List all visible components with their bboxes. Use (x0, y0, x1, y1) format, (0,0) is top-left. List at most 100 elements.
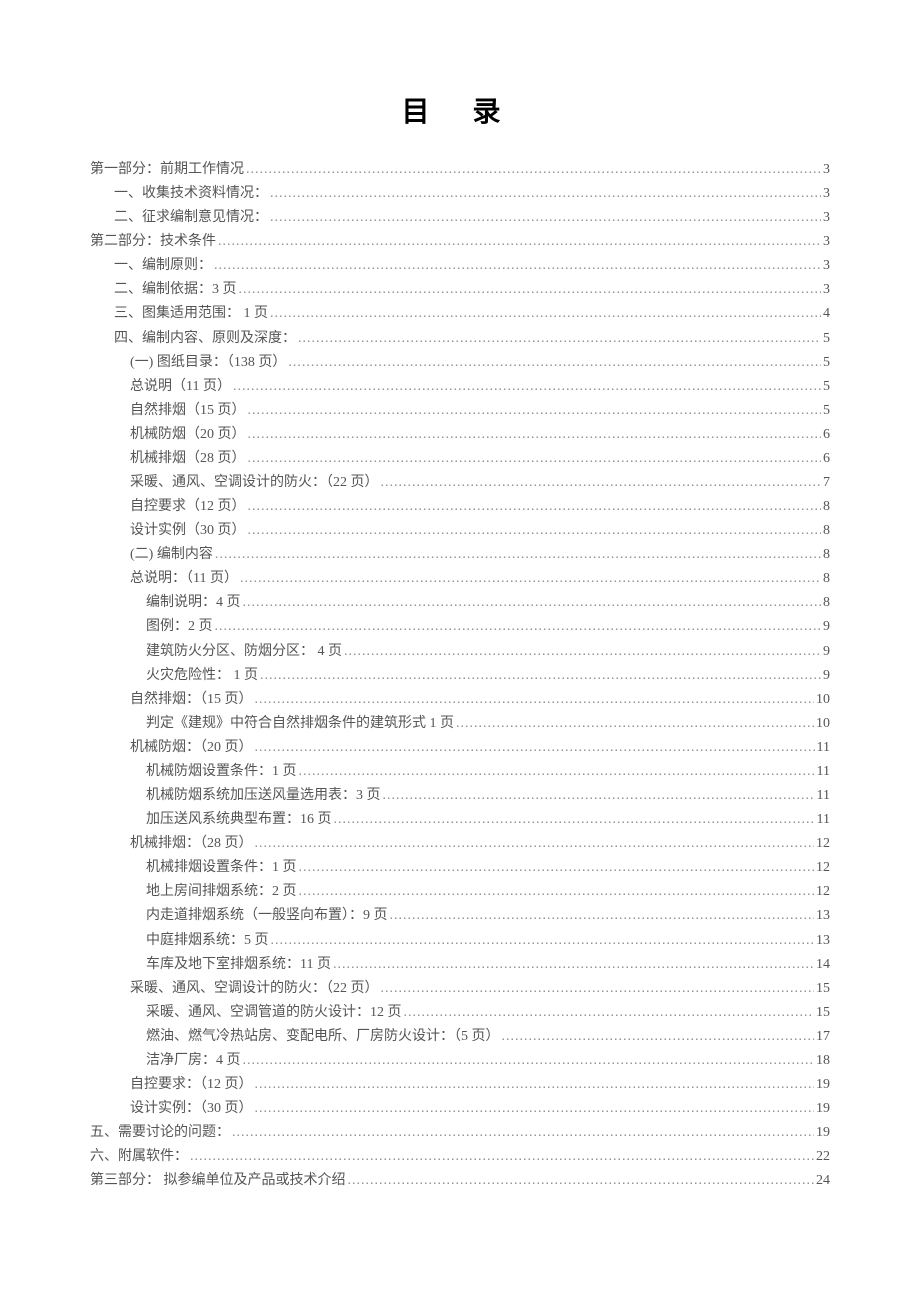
toc-entry-label: 机械排烟：（28 页） (130, 832, 253, 856)
toc-entry-label: 三、图集适用范围： 1 页 (114, 302, 268, 326)
toc-entry-page: 19 (816, 1121, 830, 1145)
toc-entry: 机械排烟：（28 页） 12 (90, 832, 830, 856)
toc-entry: 第一部分：前期工作情况3 (90, 158, 830, 182)
toc-dot-leader (214, 254, 821, 278)
toc-entry-label: 自控要求（12 页） (130, 495, 246, 519)
toc-entry-page: 24 (816, 1169, 830, 1193)
toc-entry-label: 机械排烟设置条件：1 页 (146, 856, 297, 880)
toc-dot-leader (288, 351, 821, 375)
toc-entry-page: 19 (816, 1097, 830, 1121)
toc-entry: 三、图集适用范围： 1 页 4 (90, 302, 830, 326)
toc-entry-label: 燃油、燃气冷热站房、变配电所、厂房防火设计：（5 页） (146, 1025, 500, 1049)
toc-entry: 第二部分：技术条件3 (90, 230, 830, 254)
toc-entry-label: 机械防烟（20 页） (130, 423, 246, 447)
toc-entry-page: 14 (816, 953, 830, 977)
toc-entry-page: 12 (816, 832, 830, 856)
toc-entry-page: 10 (816, 712, 830, 736)
toc-entry-page: 4 (823, 302, 830, 326)
toc-dot-leader (299, 760, 815, 784)
toc-entry: (一) 图纸目录：（138 页）5 (90, 351, 830, 375)
toc-entry-label: 建筑防火分区、防烟分区： 4 页 (146, 640, 342, 664)
toc-dot-leader (232, 1121, 814, 1145)
toc-entry: 二、编制依据：3 页3 (90, 278, 830, 302)
toc-entry-page: 3 (823, 254, 830, 278)
toc-dot-leader (255, 688, 815, 712)
toc-dot-leader (390, 904, 815, 928)
toc-dot-leader (215, 543, 821, 567)
toc-entry: 洁净厂房：4 页18 (90, 1049, 830, 1073)
toc-dot-leader (243, 591, 822, 615)
toc-entry-page: 11 (817, 808, 830, 832)
toc-entry-page: 19 (816, 1073, 830, 1097)
toc-entry-label: 设计实例：（30 页） (130, 1097, 253, 1121)
toc-dot-leader (248, 519, 822, 543)
toc-entry-label: 判定《建规》中符合自然排烟条件的建筑形式 1 页 (146, 712, 454, 736)
toc-entry-label: 六、附属软件： (90, 1145, 188, 1169)
toc-entry: 编制说明：4 页8 (90, 591, 830, 615)
toc-entry-label: 总说明：（11 页） (130, 567, 238, 591)
toc-entry-label: 一、收集技术资料情况： (114, 182, 268, 206)
toc-entry-label: 机械防烟设置条件：1 页 (146, 760, 297, 784)
toc-entry: 总说明（11 页）5 (90, 375, 830, 399)
toc-entry: 二、征求编制意见情况：3 (90, 206, 830, 230)
toc-entry-page: 3 (823, 278, 830, 302)
toc-entry-label: 车库及地下室排烟系统：11 页 (146, 953, 331, 977)
toc-entry: 机械防烟：（20 页） 11 (90, 736, 830, 760)
toc-entry-label: 五、需要讨论的问题： (90, 1121, 230, 1145)
toc-entry-page: 15 (816, 977, 830, 1001)
toc-entry-page: 12 (816, 880, 830, 904)
toc-entry-label: 设计实例（30 页） (130, 519, 246, 543)
toc-entry: 一、收集技术资料情况：3 (90, 182, 830, 206)
toc-dot-leader (270, 302, 821, 326)
toc-dot-leader (299, 856, 815, 880)
toc-entry-page: 5 (823, 351, 830, 375)
toc-entry-page: 17 (816, 1025, 830, 1049)
toc-dot-leader (243, 1049, 815, 1073)
toc-dot-leader (260, 664, 821, 688)
toc-entry-label: 采暖、通风、空调设计的防火：（22 页） (130, 977, 379, 1001)
toc-entry-page: 8 (823, 543, 830, 567)
toc-entry-label: 地上房间排烟系统：2 页 (146, 880, 297, 904)
toc-entry-page: 5 (823, 327, 830, 351)
toc-entry: 第三部分： 拟参编单位及产品或技术介绍24 (90, 1169, 830, 1193)
toc-entry-page: 8 (823, 519, 830, 543)
toc-entry: 采暖、通风、空调设计的防火：（22 页）7 (90, 471, 830, 495)
toc-entry: 燃油、燃气冷热站房、变配电所、厂房防火设计：（5 页） 17 (90, 1025, 830, 1049)
toc-entry: 机械防烟（20 页）6 (90, 423, 830, 447)
toc-entry-page: 8 (823, 567, 830, 591)
toc-entry-page: 10 (816, 688, 830, 712)
toc-dot-leader (299, 880, 815, 904)
toc-entry-label: 第一部分：前期工作情况 (90, 158, 244, 182)
toc-dot-leader (333, 953, 814, 977)
toc-dot-leader (270, 206, 821, 230)
toc-entry-page: 11 (817, 736, 830, 760)
toc-entry-label: 自然排烟（15 页） (130, 399, 246, 423)
toc-entry-label: 二、征求编制意见情况： (114, 206, 268, 230)
toc-entry: 机械防烟系统加压送风量选用表：3 页11 (90, 784, 830, 808)
toc-dot-leader (240, 567, 821, 591)
toc-entry-label: 火灾危险性： 1 页 (146, 664, 258, 688)
toc-dot-leader (248, 423, 822, 447)
toc-entry-label: 一、编制原则： (114, 254, 212, 278)
toc-entry-page: 22 (816, 1145, 830, 1169)
toc-entry-page: 15 (816, 1001, 830, 1025)
toc-entry: 五、需要讨论的问题： 19 (90, 1121, 830, 1145)
toc-entry: 加压送风系统典型布置：16 页11 (90, 808, 830, 832)
toc-entry-label: 中庭排烟系统：5 页 (146, 929, 269, 953)
toc-entry-label: 采暖、通风、空调设计的防火：（22 页） (130, 471, 379, 495)
toc-entry-page: 13 (816, 904, 830, 928)
toc-entry-page: 9 (823, 664, 830, 688)
toc-dot-leader (190, 1145, 814, 1169)
toc-entry: 图例：2 页9 (90, 615, 830, 639)
toc-dot-leader (404, 1001, 815, 1025)
toc-entry: 一、编制原则： 3 (90, 254, 830, 278)
toc-entry-label: 第二部分：技术条件 (90, 230, 216, 254)
toc-entry-label: (二) 编制内容 (130, 543, 213, 567)
toc-entry: 内走道排烟系统（一般竖向布置）：9 页13 (90, 904, 830, 928)
toc-entry-label: 机械防烟：（20 页） (130, 736, 253, 760)
toc-entry-page: 8 (823, 591, 830, 615)
toc-entry: 地上房间排烟系统：2 页 12 (90, 880, 830, 904)
toc-entry-page: 12 (816, 856, 830, 880)
toc-entry-page: 13 (816, 929, 830, 953)
toc-dot-leader (298, 327, 821, 351)
